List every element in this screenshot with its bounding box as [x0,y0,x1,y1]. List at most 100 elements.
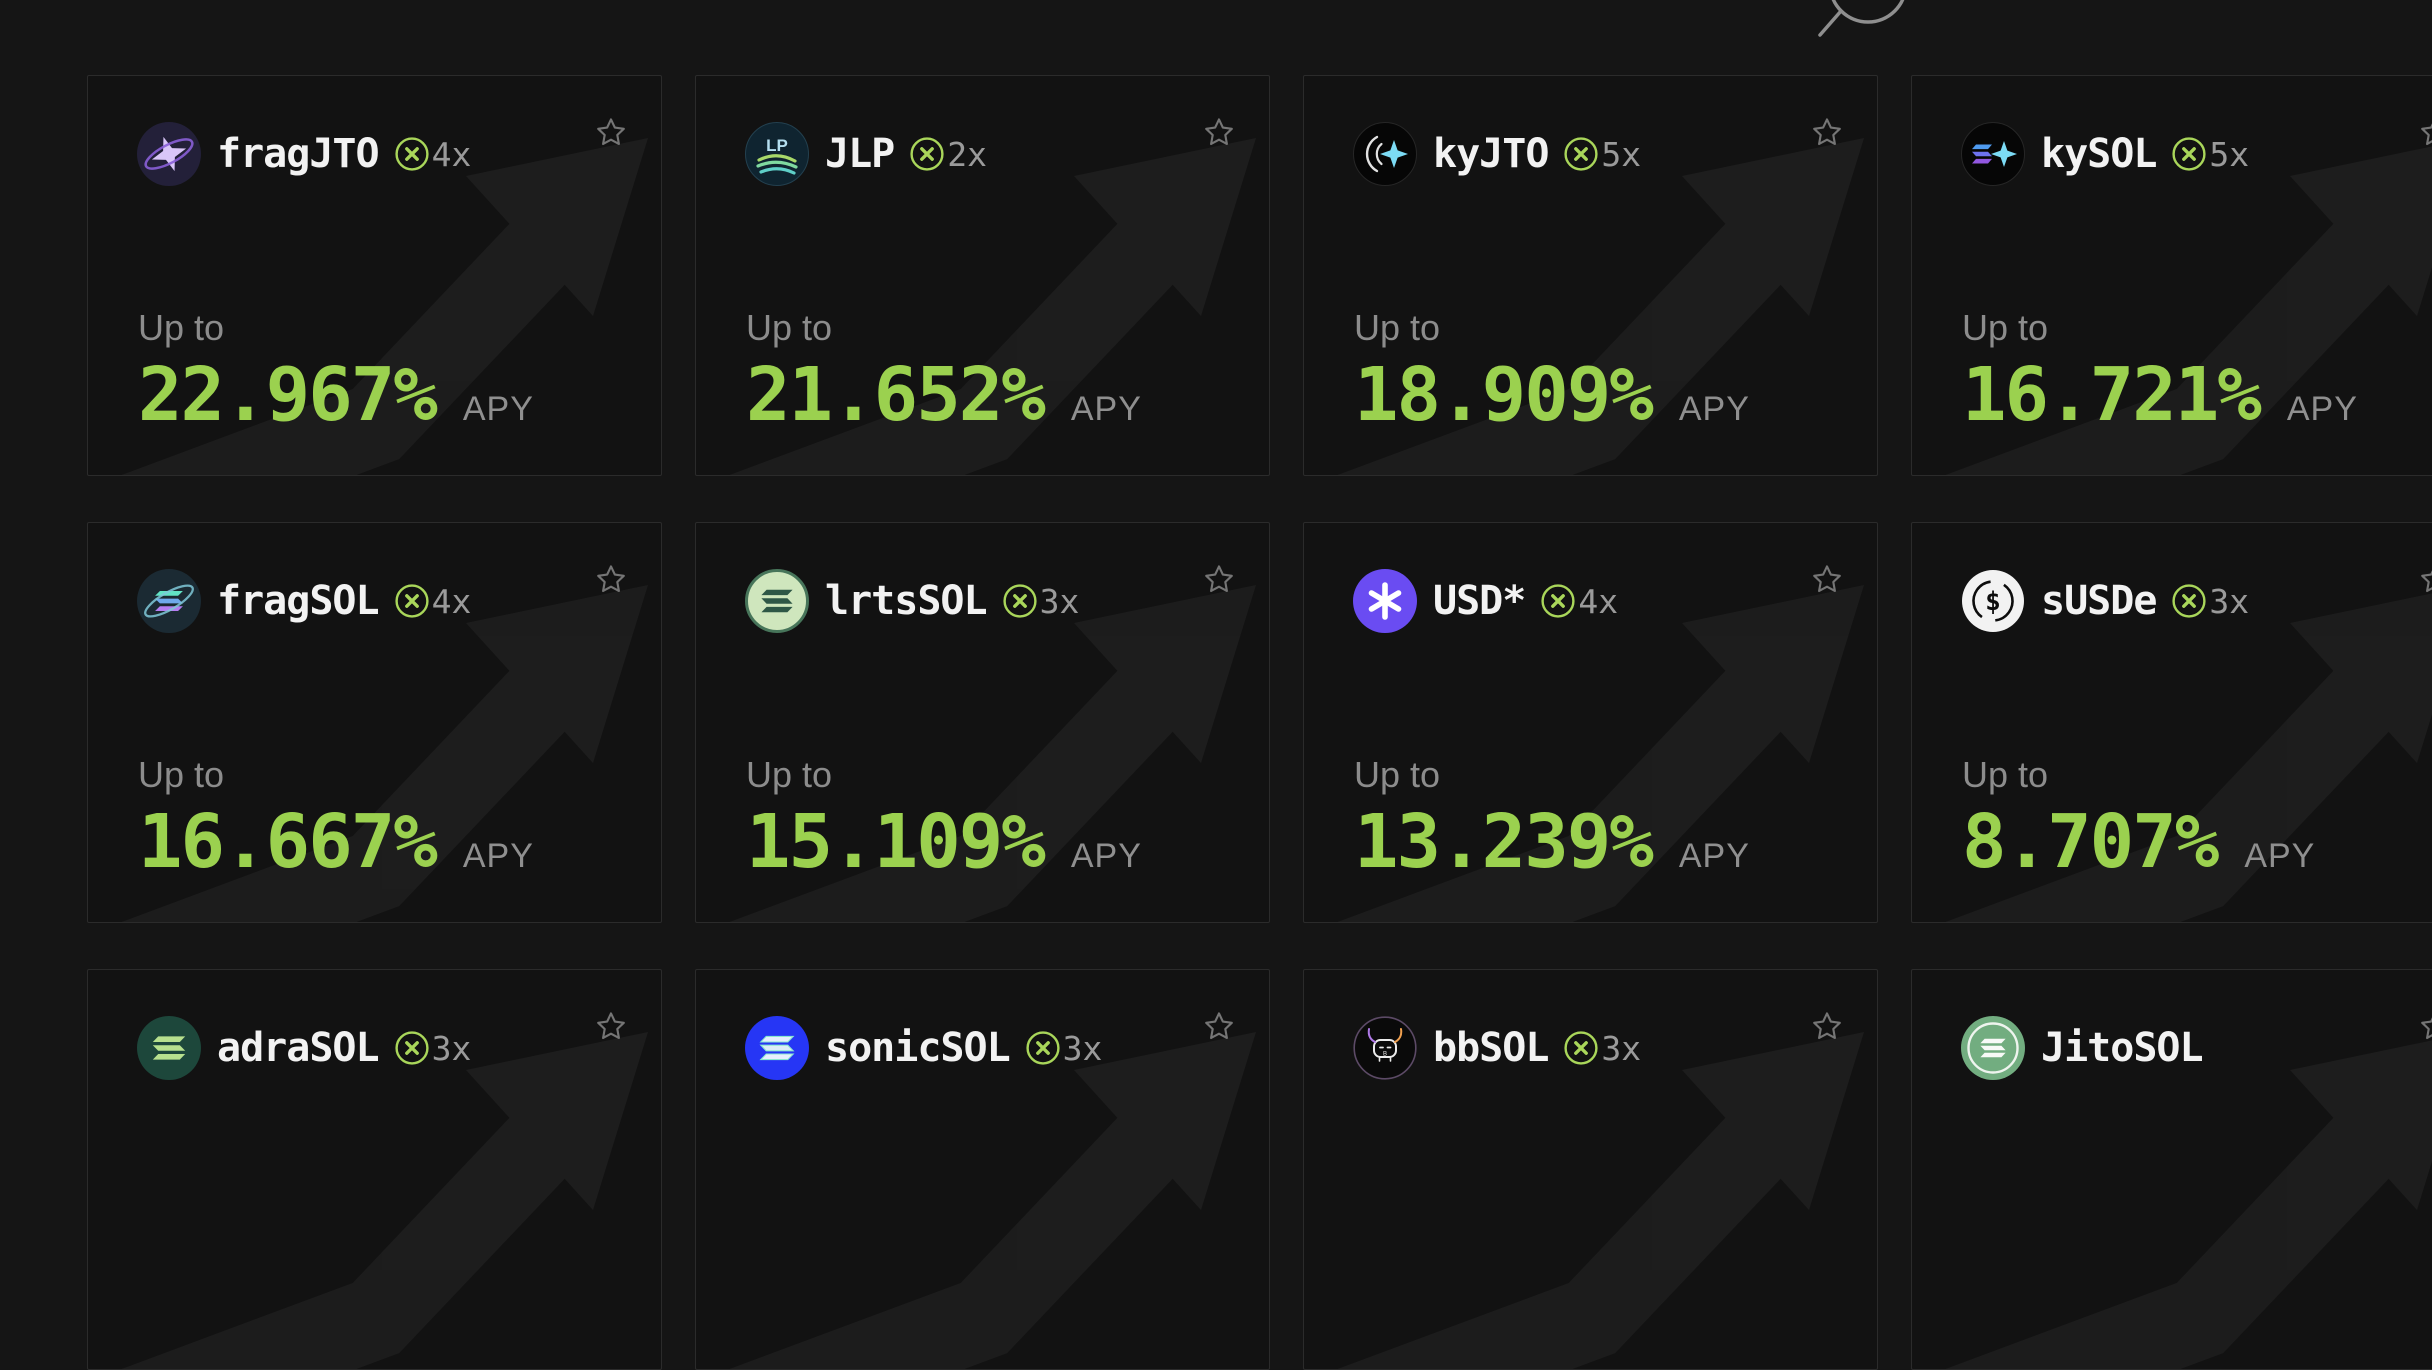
leverage-badge: 4x [394,581,472,621]
kyjto-token-icon [1353,122,1417,186]
leverage-multiplier: 3x [431,1028,472,1068]
apy-unit-label: APY [1070,390,1142,428]
susde-token-icon: $ [1961,569,2025,633]
apy-value: 22.967% [138,352,438,438]
usdstar-token-icon [1353,569,1417,633]
leverage-badge: 3x [1002,581,1080,621]
multiplier-x-icon [2172,584,2207,618]
leverage-multiplier: 3x [1601,1028,1642,1068]
multiplier-x-icon [1026,1031,1060,1065]
market-card-lrtsSOL[interactable]: lrtsSOL 3x Up to 15.109% APY [695,522,1270,923]
favorite-star-button[interactable] [595,1010,627,1042]
token-name: sonicSOL [825,1025,1011,1071]
card-header: fragSOL 4x [137,569,581,633]
up-to-label: Up to [1962,754,2049,795]
market-card-JLP[interactable]: LP JLP 2x Up to 21.652% APY [695,75,1270,476]
up-to-label: Up to [138,754,225,795]
svg-text:B: B [1383,1052,1387,1058]
multiplier-x-icon [1564,1031,1599,1065]
favorite-star-button[interactable] [595,563,627,595]
apy-line: 21.652% APY [746,358,1142,432]
market-card-bbSOL[interactable]: B bbSOL 3x [1303,969,1878,1370]
apy-unit-label: APY [462,390,534,428]
apy-line: 13.239% APY [1354,805,1750,879]
leverage-multiplier: 2x [947,134,987,174]
market-card-adraSOL[interactable]: adraSOL 3x [87,969,662,1370]
leverage-badge: 2x [910,135,987,174]
favorite-star-button[interactable] [1203,563,1235,595]
favorite-star-button[interactable] [1811,563,1843,595]
svg-text:LP: LP [766,136,788,155]
up-to-label: Up to [1354,307,1441,348]
apy-line: 18.909% APY [1354,358,1750,432]
leverage-multiplier: 3x [1039,581,1080,621]
multiplier-x-icon [394,137,429,171]
apy-line: 8.707% APY [1962,805,2315,879]
market-card-sUSDe[interactable]: $ sUSDe 3x Up to 8.707% APY [1911,522,2432,923]
leverage-badge: 5x [2172,135,2249,174]
search-icon[interactable] [1804,0,1934,46]
token-name: adraSOL [217,1025,380,1071]
apy-line: 16.721% APY [1962,358,2358,432]
token-name: sUSDe [2041,578,2157,624]
apy-value: 16.721% [1962,352,2262,438]
fragjto-token-icon [137,122,201,186]
card-header: JitoSOL [1961,1016,2405,1080]
up-to-label: Up to [138,307,225,348]
lrtssol-token-icon [745,569,809,633]
card-header: fragJTO 4x [137,122,581,186]
apy-value: 16.667% [138,799,438,885]
card-header: kyJTO 5x [1353,122,1797,186]
card-header: sonicSOL 3x [745,1016,1189,1080]
favorite-star-button[interactable] [1811,1010,1843,1042]
svg-text:$: $ [1985,587,2001,617]
leverage-badge: 3x [1564,1029,1641,1068]
market-card-USD*[interactable]: USD* 4x Up to 13.239% APY [1303,522,1878,923]
adrasol-token-icon [137,1016,201,1080]
market-card-sonicSOL[interactable]: sonicSOL 3x [695,969,1270,1370]
card-header: B bbSOL 3x [1353,1016,1797,1080]
favorite-star-button[interactable] [2419,563,2432,595]
apy-value: 13.239% [1354,799,1654,885]
apy-value: 15.109% [746,799,1046,885]
card-header: adraSOL 3x [137,1016,581,1080]
market-card-JitoSOL[interactable]: JitoSOL [1911,969,2432,1370]
token-name: JLP [825,131,895,177]
markets-card-grid: fragJTO 4x Up to 22.967% APY [87,75,2432,1370]
token-name: lrtsSOL [825,578,988,624]
market-card-fragJTO[interactable]: fragJTO 4x Up to 22.967% APY [87,75,662,476]
sonicsol-token-icon [745,1016,809,1080]
multiplier-x-icon [394,1031,429,1065]
leverage-badge: 5x [1564,135,1641,174]
favorite-star-button[interactable] [1811,116,1843,148]
card-header: LP JLP 2x [745,122,1189,186]
leverage-multiplier: 3x [2209,581,2250,621]
apy-unit-label: APY [2286,390,2358,428]
token-name: fragJTO [217,131,380,177]
leverage-multiplier: 4x [431,581,472,621]
market-card-kySOL[interactable]: kySOL 5x Up to 16.721% APY [1911,75,2432,476]
token-name: kyJTO [1433,131,1549,177]
apy-line: 22.967% APY [138,358,534,432]
market-card-fragSOL[interactable]: fragSOL 4x Up to 16.667% APY [87,522,662,923]
favorite-star-button[interactable] [1203,1010,1235,1042]
leverage-badge: 4x [1541,582,1618,621]
apy-line: 16.667% APY [138,805,534,879]
apy-line: 15.109% APY [746,805,1142,879]
leverage-multiplier: 4x [431,134,472,174]
leverage-multiplier: 5x [2209,134,2250,174]
fragsol-token-icon [137,569,201,633]
multiplier-x-icon [394,584,429,618]
card-header: USD* 4x [1353,569,1797,633]
market-card-kyJTO[interactable]: kyJTO 5x Up to 18.909% APY [1303,75,1878,476]
up-to-label: Up to [746,307,833,348]
favorite-star-button[interactable] [2419,116,2432,148]
up-to-label: Up to [1962,307,2049,348]
apy-unit-label: APY [1678,837,1750,875]
card-header: kySOL 5x [1961,122,2405,186]
favorite-star-button[interactable] [595,116,627,148]
favorite-star-button[interactable] [1203,116,1235,148]
multiplier-x-icon [1002,584,1037,618]
apy-unit-label: APY [1678,390,1750,428]
favorite-star-button[interactable] [2419,1010,2432,1042]
